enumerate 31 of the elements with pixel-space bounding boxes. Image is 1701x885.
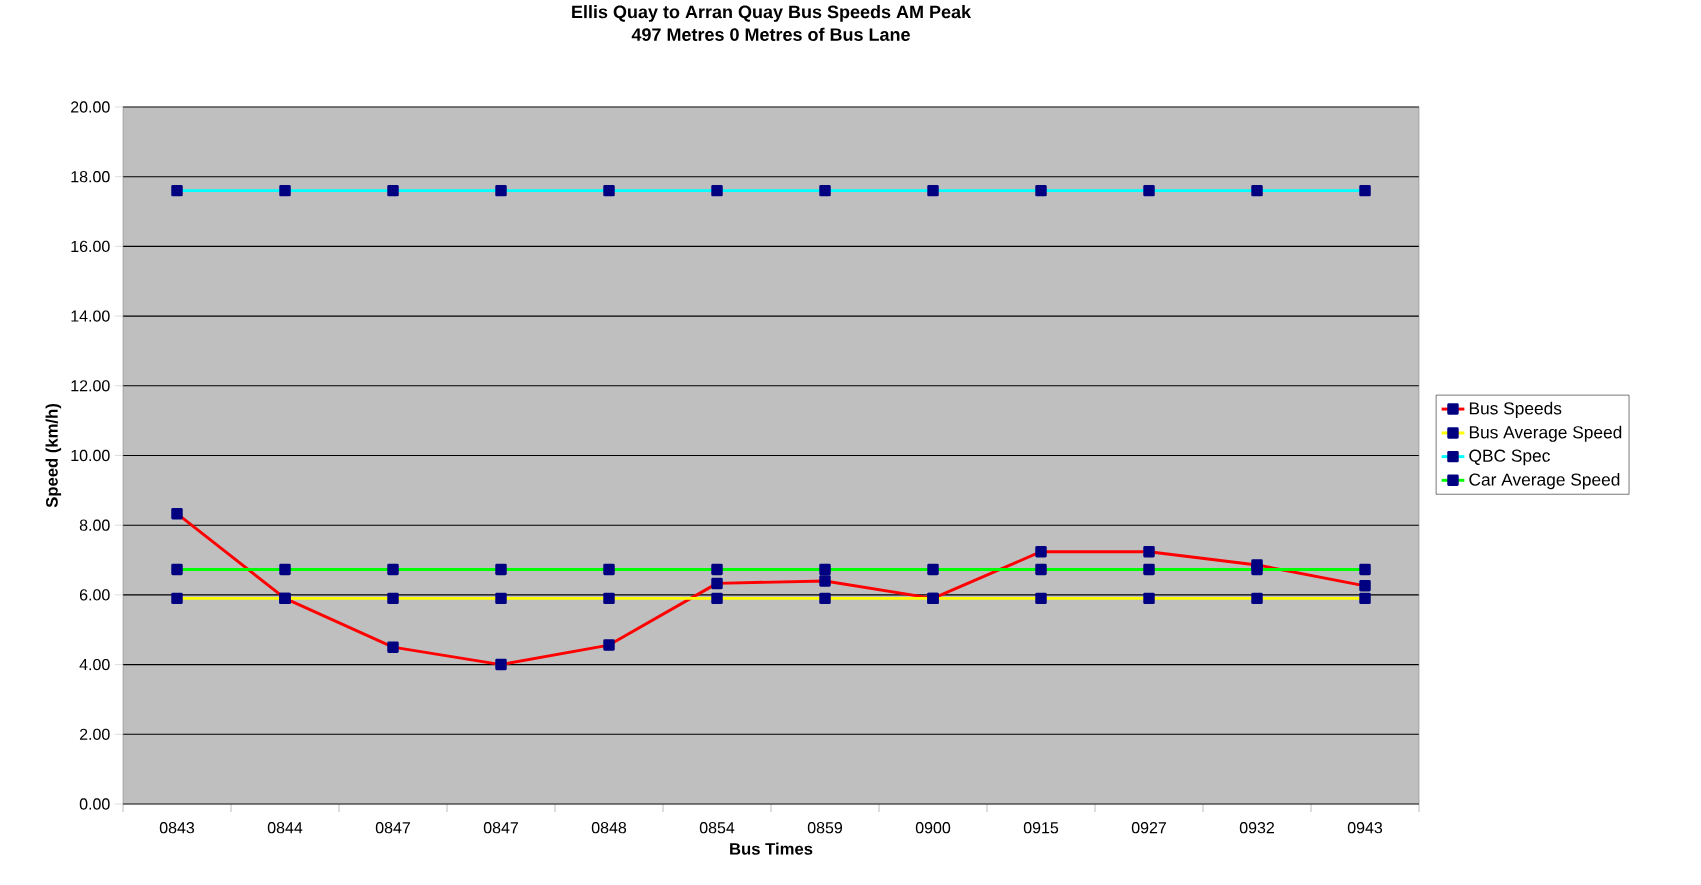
chart-subtitle: 497 Metres 0 Metres of Bus Lane	[631, 27, 910, 41]
legend-label: Bus Average Speed	[1469, 425, 1622, 442]
x-tick-label: 0932	[1239, 822, 1274, 834]
x-tick-label: 0854	[699, 822, 735, 834]
y-tick-label: 0.00	[79, 798, 110, 810]
x-tick-label: 0943	[1347, 822, 1383, 834]
x-tick-label: 0915	[1023, 822, 1059, 834]
y-tick-label: 16.00	[71, 240, 110, 253]
x-axis-title: Bus Times	[730, 842, 813, 855]
x-tick-label: 0847	[375, 822, 410, 834]
y-tick-label: 18.00	[71, 171, 110, 183]
y-tick-label: 4.00	[79, 658, 110, 671]
chart-title: Ellis Quay to Arran Quay Bus Speeds AM Peak	[572, 5, 972, 22]
x-tick-label: 0847	[483, 822, 518, 834]
y-tick-label: 10.00	[71, 449, 110, 462]
legend-label: Bus Speeds	[1469, 401, 1562, 418]
y-tick-label: 14.00	[71, 310, 110, 322]
x-tick-label: 0843	[159, 822, 195, 834]
y-tick-label: 12.00	[71, 380, 110, 392]
y-tick-label: 2.00	[79, 728, 110, 740]
legend-label: Car Average Speed	[1469, 473, 1620, 490]
x-tick-label: 0848	[591, 822, 627, 834]
legend-label: QBC Spec	[1469, 449, 1550, 466]
x-tick-label: 0927	[1131, 822, 1166, 834]
y-tick-label: 6.00	[79, 589, 110, 601]
x-tick-label: 0844	[267, 822, 303, 834]
y-axis-title: Speed (km/h)	[45, 404, 62, 508]
y-tick-label: 8.00	[79, 519, 110, 531]
y-tick-label: 20.00	[71, 101, 110, 113]
x-tick-label: 0859	[807, 822, 843, 834]
x-tick-label: 0900	[915, 822, 951, 834]
